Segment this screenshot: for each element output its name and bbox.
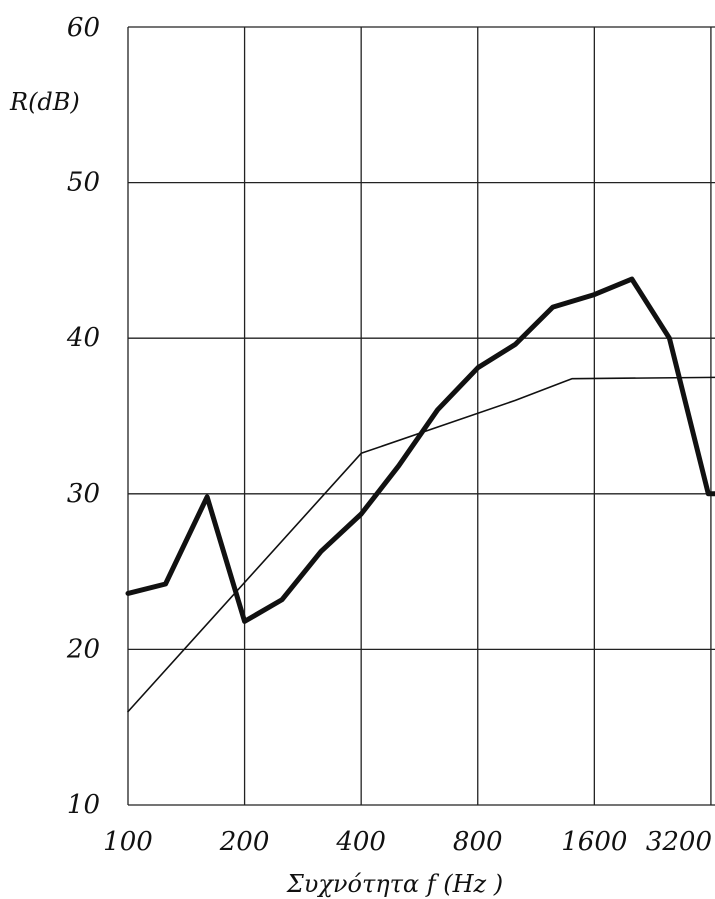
y-tick-label: 60 — [67, 13, 100, 43]
tick-labels: 10 20 30 40 50 60 100 200 400 800 1600 3200 — [66, 13, 712, 857]
series-line-thick — [125, 276, 715, 624]
y-axis-label: R(dB) — [9, 88, 80, 116]
x-tick-label: 3200 — [646, 827, 712, 857]
x-tick-label: 400 — [335, 827, 386, 857]
x-tick-label: 100 — [103, 827, 153, 857]
series-layer — [125, 276, 715, 713]
y-tick-label: 20 — [66, 634, 100, 664]
x-axis-label: Συχνότητα f (Hz ) — [286, 870, 503, 898]
y-tick-label: 40 — [66, 323, 100, 353]
grid — [127, 26, 715, 806]
y-tick-label: 10 — [67, 790, 100, 820]
x-tick-label: 1600 — [561, 827, 627, 857]
y-tick-label: 30 — [67, 479, 100, 509]
series-line-thin — [127, 376, 715, 713]
plot-area — [128, 27, 715, 805]
x-tick-label: 800 — [453, 827, 503, 857]
x-tick-label: 200 — [219, 827, 270, 857]
y-tick-label: 50 — [67, 168, 100, 198]
